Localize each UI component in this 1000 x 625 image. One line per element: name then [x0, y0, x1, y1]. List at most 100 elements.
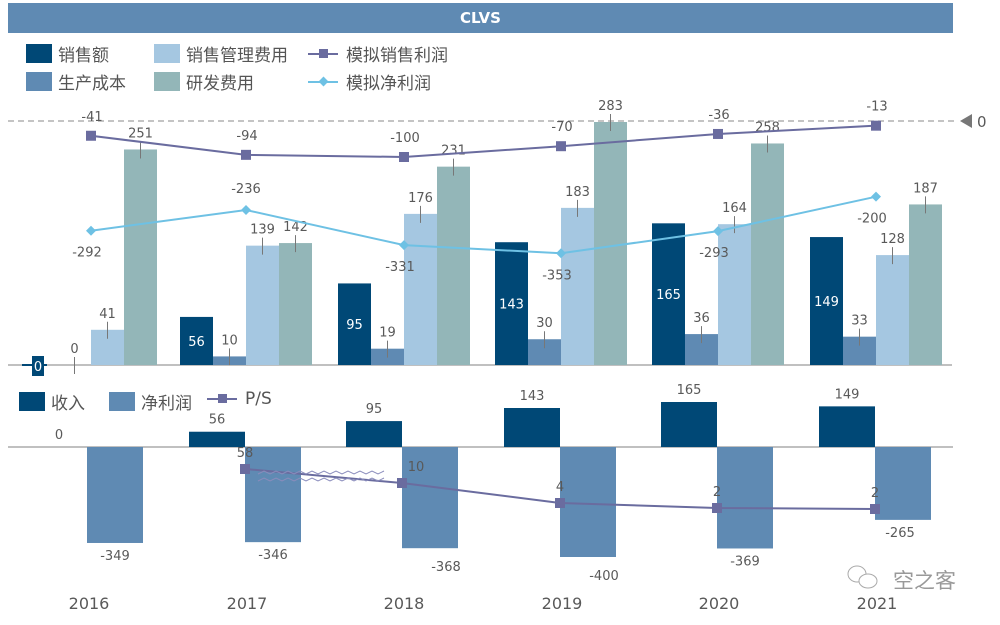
- marker-square-icon: [86, 130, 96, 141]
- marker-square-icon: [241, 149, 251, 160]
- legend-item-ps: P/S: [207, 389, 272, 409]
- data-label: 95: [366, 402, 383, 417]
- data-label: 143: [520, 389, 545, 404]
- data-label: 128: [880, 232, 905, 247]
- legend-label: 销售管理费用: [186, 46, 288, 66]
- data-label: 33: [851, 314, 868, 329]
- marker-square-icon: [399, 152, 409, 162]
- bar-rnd: [279, 243, 312, 365]
- legend-label: 模拟销售利润: [346, 46, 448, 66]
- data-label: 165: [656, 288, 681, 303]
- marker-diamond-icon: [713, 226, 723, 237]
- bar-rnd: [437, 166, 470, 365]
- legend-label: P/S: [245, 389, 272, 409]
- bar-net-profit: [402, 447, 458, 549]
- bar-net-profit: [560, 447, 616, 557]
- bar-sales: [338, 283, 371, 365]
- watermark-text: 空之客: [893, 569, 956, 593]
- decor: 空之客: [847, 565, 956, 593]
- legend-swatch: [154, 72, 180, 91]
- legend-label: 收入: [51, 394, 85, 414]
- data-label: 283: [598, 99, 623, 114]
- data-label: 142: [283, 220, 308, 235]
- bar-revenue: [346, 421, 402, 447]
- data-label: -36: [708, 108, 729, 123]
- bar-sales: [495, 242, 528, 365]
- data-label: 251: [128, 126, 153, 141]
- marker-square-icon: [555, 498, 565, 508]
- legend-swatch: [26, 72, 52, 91]
- marker-square-icon: [713, 128, 723, 139]
- x-tick-label: 2016: [69, 594, 110, 613]
- data-label: 231: [441, 144, 466, 159]
- bar-sga: [246, 245, 279, 365]
- x-tick-label: 2021: [857, 594, 898, 613]
- data-label: -94: [236, 129, 257, 144]
- legend-label: 模拟净利润: [346, 74, 431, 94]
- legend-line-square-icon: [308, 48, 338, 58]
- legend-line-diamond-icon: [308, 76, 338, 86]
- marker-diamond-icon: [86, 225, 96, 236]
- data-label: -236: [231, 182, 261, 197]
- data-label: -353: [542, 268, 572, 283]
- data-label: 176: [408, 191, 433, 206]
- data-label: 143: [499, 298, 524, 313]
- data-label: 2: [871, 486, 879, 501]
- data-label: -400: [589, 569, 619, 584]
- data-label: 2: [713, 485, 721, 500]
- data-label: -265: [885, 526, 915, 541]
- bar-sales: [180, 316, 213, 365]
- data-label: 0: [55, 428, 63, 443]
- data-label: 41: [99, 307, 116, 322]
- marker-square-icon: [870, 504, 880, 514]
- bar-rnd: [594, 122, 627, 365]
- marker-square-icon: [871, 120, 881, 131]
- data-label: 165: [677, 383, 702, 398]
- bar-net-profit: [717, 447, 773, 549]
- legend-item-net-profit: 净利润: [109, 389, 192, 414]
- legend-item-sga: 销售管理费用: [154, 41, 288, 66]
- marker-diamond-icon: [871, 191, 881, 202]
- marker-square-icon: [397, 478, 407, 488]
- zero-marker-triangle-icon: [960, 114, 972, 128]
- data-label: -41: [81, 110, 102, 125]
- data-label: -349: [100, 549, 130, 564]
- data-label: 56: [209, 413, 226, 428]
- data-label: 36: [693, 311, 710, 326]
- bar-rnd: [751, 143, 784, 365]
- wavy-decoration: [257, 470, 385, 475]
- data-label: -368: [431, 560, 461, 575]
- line-sim-sales-profit: [90, 124, 877, 159]
- legend-label: 销售额: [58, 46, 109, 66]
- x-tick-label: 2020: [699, 594, 740, 613]
- data-label: 30: [536, 316, 553, 331]
- marker-diamond-icon: [241, 205, 251, 215]
- x-tick-label: 2019: [542, 594, 583, 613]
- legend-item-production-cost: 生产成本: [26, 69, 126, 94]
- data-label: 10: [408, 460, 425, 475]
- line-sim-net-profit: [90, 195, 877, 255]
- data-label: -369: [730, 554, 760, 569]
- wavy-decoration: [257, 477, 385, 482]
- bar-sales: [810, 237, 843, 365]
- data-label: -200: [857, 212, 887, 227]
- bar-revenue: [504, 408, 560, 447]
- legend-swatch: [154, 44, 180, 63]
- bar-net-profit: [87, 447, 143, 543]
- data-label: -13: [866, 100, 887, 115]
- top-chart: 0 0 56 95 143 165 149 0 10 19 30 36 33 41 139 176 183 164…: [8, 99, 987, 376]
- x-tick-label: 2017: [227, 594, 268, 613]
- legend-item-rnd: 研发费用: [154, 69, 254, 94]
- data-label: 10: [221, 333, 238, 348]
- bar-sga: [718, 224, 751, 365]
- data-label: 187: [913, 181, 938, 196]
- data-label: -70: [551, 120, 572, 135]
- bar-net-profit: [875, 447, 931, 520]
- data-label: -100: [390, 131, 420, 146]
- bar-sga: [404, 213, 437, 365]
- marker-square-icon: [556, 141, 566, 152]
- data-label: 0: [34, 360, 42, 375]
- legend-label: 研发费用: [186, 74, 254, 94]
- bar-sales: [652, 223, 685, 365]
- data-label: -331: [385, 260, 415, 275]
